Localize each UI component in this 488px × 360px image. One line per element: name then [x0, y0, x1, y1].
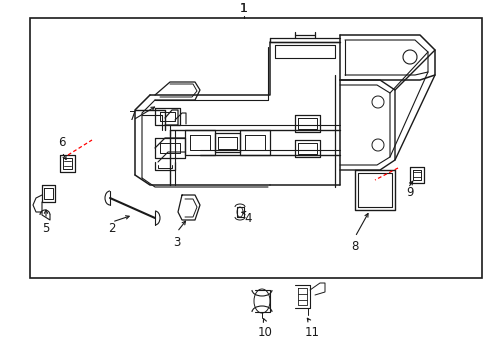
Text: 11: 11 — [304, 325, 319, 338]
Text: 6: 6 — [58, 136, 65, 149]
Text: 2: 2 — [108, 221, 116, 234]
Text: 1: 1 — [240, 3, 247, 15]
Text: 3: 3 — [173, 235, 181, 248]
Text: 5: 5 — [42, 222, 50, 235]
Text: 7: 7 — [129, 109, 137, 122]
Text: 10: 10 — [257, 325, 272, 338]
Text: 8: 8 — [350, 240, 358, 253]
Text: 1: 1 — [240, 3, 247, 15]
Text: 4: 4 — [244, 211, 251, 225]
Text: 9: 9 — [406, 185, 413, 198]
Bar — [30, 18, 481, 278]
